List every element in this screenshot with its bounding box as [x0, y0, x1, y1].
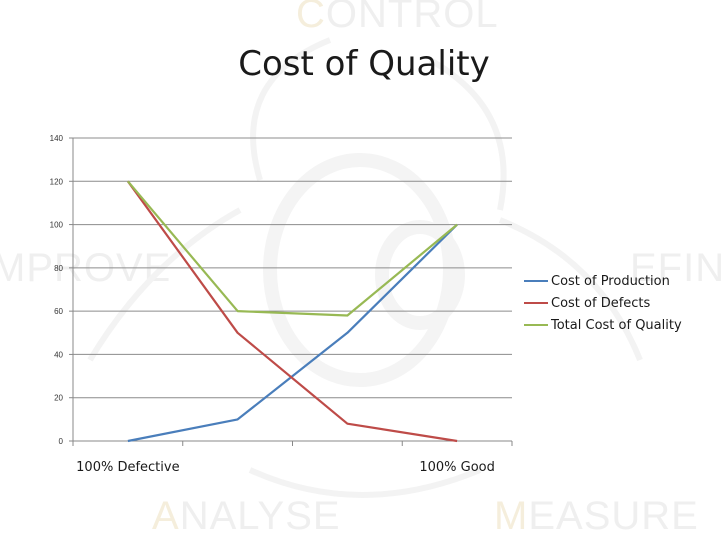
axis-labels: 0 20 40 60 80 100 120 140 100% Defective 100% Goo… — [50, 134, 495, 475]
legend-item: Cost of Defects — [524, 292, 682, 314]
chart-legend: Cost of Production Cost of Defects Total C… — [524, 270, 682, 336]
legend-label: Total Cost of Quality — [551, 317, 682, 333]
y-tick-label: 0 — [59, 437, 64, 446]
series-line-cost-of-defects — [127, 180, 458, 443]
chart-title: Cost of Quality — [238, 44, 490, 84]
y-tick-label: 120 — [50, 177, 64, 186]
series-line-total-cost-of-quality — [127, 180, 458, 317]
watermark-control: CONTROL — [296, 0, 499, 36]
legend-item: Cost of Production — [524, 270, 682, 292]
y-tick-label: 40 — [54, 350, 63, 359]
legend-label: Cost of Defects — [551, 295, 651, 311]
y-tick-label: 80 — [54, 264, 63, 273]
gridlines — [73, 137, 512, 442]
y-tick-label: 60 — [54, 307, 63, 316]
legend-swatch — [524, 302, 548, 304]
watermark-define: EFIN — [630, 246, 726, 290]
x-tick-label: 100% Good — [419, 460, 495, 475]
series-line-cost-of-production — [127, 223, 458, 443]
watermark-analyse: ANALYSE — [152, 494, 341, 538]
watermark-measure: MEASURE — [494, 494, 699, 538]
legend-swatch — [524, 280, 548, 282]
axes — [69, 137, 513, 446]
legend-swatch — [524, 324, 548, 326]
y-tick-label: 100 — [50, 221, 64, 230]
legend-label: Cost of Production — [551, 273, 670, 289]
x-tick-label: 100% Defective — [76, 460, 179, 475]
series-lines — [127, 180, 458, 443]
y-tick-label: 20 — [54, 394, 63, 403]
legend-item: Total Cost of Quality — [524, 314, 682, 336]
y-tick-label: 140 — [50, 134, 64, 143]
